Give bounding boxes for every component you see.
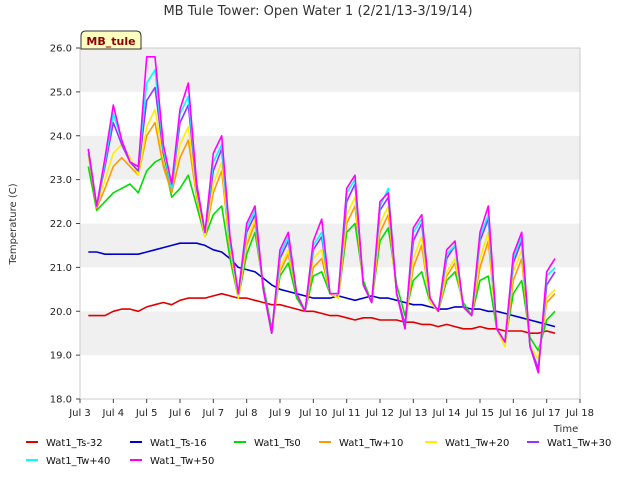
grid-band [80, 91, 580, 136]
x-tick-label: Jul 15 [465, 408, 494, 419]
x-axis-label: Time [553, 424, 578, 435]
x-tick-label: Jul 8 [235, 408, 258, 419]
x-tick-label: Jul 16 [498, 408, 527, 419]
x-tick-label: Jul 5 [135, 408, 158, 419]
x-tick-label: Jul 18 [565, 408, 594, 419]
y-tick-label: 23.0 [50, 175, 72, 186]
x-tick-label: Jul 14 [432, 408, 461, 419]
y-tick-label: 20.0 [50, 307, 72, 318]
grid-band [80, 355, 580, 399]
legend-label: Wat1_Tw+30 [547, 438, 611, 449]
x-tick-label: Jul 13 [398, 408, 427, 419]
site-badge: MB_tule [80, 30, 142, 50]
legend-label: Wat1_Tw+40 [46, 456, 110, 467]
series-line-wat1-tw-10 [87, 121, 556, 361]
y-axis-ticks: 18.0 19.0 20.0 21.0 22.0 23.0 24.0 25.0 26.0 [50, 44, 80, 406]
y-tick-label: 18.0 [50, 395, 72, 406]
x-axis-ticks: Jul 3 Jul 4 Jul 5 Jul 6 Jul 7 Jul 8 Jul 9 Jul 1… [68, 399, 594, 419]
y-tick-label: 22.0 [50, 219, 72, 230]
y-axis-label: Temperature (C) [8, 183, 19, 265]
y-tick-label: 24.0 [50, 131, 72, 142]
legend-label: Wat1_Ts0 [254, 438, 301, 449]
x-tick-label: Jul 12 [365, 408, 394, 419]
x-tick-label: Jul 4 [102, 408, 125, 419]
x-tick-label: Jul 11 [332, 408, 361, 419]
y-tick-label: 26.0 [50, 44, 72, 55]
series-line-wat1-ts-32 [88, 292, 556, 335]
grid-band [80, 223, 580, 268]
site-badge-label: MB_tule [86, 35, 135, 48]
legend-label: Wat1_Tw+10 [339, 438, 403, 449]
legend: Wat1_Ts-32 Wat1_Ts-16 Wat1_Ts0 Wat1_Tw+10 Wa… [26, 438, 611, 467]
legend-label: Wat1_Ts-16 [150, 438, 207, 449]
grid-band [80, 311, 580, 356]
grid-band [80, 48, 580, 92]
x-tick-label: Jul 9 [268, 408, 291, 419]
x-tick-label: Jul 7 [202, 408, 225, 419]
legend-label: Wat1_Tw+20 [445, 438, 509, 449]
chart-title: MB Tule Tower: Open Water 1 (2/21/13-3/1… [163, 4, 472, 19]
y-tick-label: 25.0 [50, 87, 72, 98]
site-badge-box [80, 30, 142, 50]
x-tick-label: Jul 3 [68, 408, 91, 419]
series-line-wat1-tw-50 [87, 55, 556, 374]
x-tick-label: Jul 17 [532, 408, 561, 419]
series-line-wat1-ts-16 [88, 242, 556, 328]
x-tick-label: Jul 6 [168, 408, 191, 419]
x-tick-label: Jul 10 [298, 408, 327, 419]
legend-label: Wat1_Tw+50 [150, 456, 214, 467]
series-lines [87, 55, 556, 374]
grid-band [80, 179, 580, 224]
legend-label: Wat1_Ts-32 [46, 438, 103, 449]
grid-band [80, 135, 580, 180]
y-tick-label: 19.0 [50, 351, 72, 362]
y-tick-label: 21.0 [50, 263, 72, 274]
